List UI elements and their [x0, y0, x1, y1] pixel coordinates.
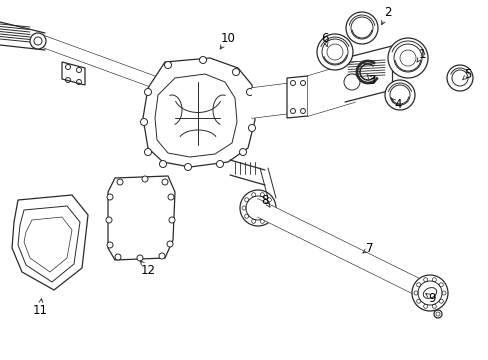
- Polygon shape: [286, 76, 307, 118]
- Circle shape: [248, 125, 255, 131]
- Text: 11: 11: [32, 303, 47, 316]
- Circle shape: [144, 89, 151, 95]
- Polygon shape: [24, 217, 72, 272]
- Polygon shape: [258, 199, 429, 302]
- Text: 1: 1: [417, 49, 425, 62]
- Circle shape: [30, 33, 46, 49]
- Polygon shape: [307, 62, 354, 116]
- Circle shape: [142, 176, 148, 182]
- Text: 5: 5: [464, 68, 471, 81]
- Circle shape: [167, 241, 173, 247]
- Circle shape: [232, 68, 239, 76]
- Circle shape: [239, 148, 246, 156]
- Circle shape: [199, 57, 206, 63]
- Text: 2: 2: [384, 5, 391, 18]
- Circle shape: [184, 163, 191, 171]
- Circle shape: [387, 38, 427, 78]
- Circle shape: [140, 118, 147, 126]
- Circle shape: [107, 194, 113, 200]
- Circle shape: [137, 255, 142, 261]
- Circle shape: [117, 179, 123, 185]
- Circle shape: [216, 161, 223, 167]
- Circle shape: [316, 34, 352, 70]
- Polygon shape: [142, 58, 254, 167]
- Polygon shape: [62, 62, 85, 85]
- Text: 3: 3: [367, 73, 375, 86]
- Circle shape: [107, 242, 113, 248]
- Circle shape: [162, 179, 168, 185]
- Polygon shape: [108, 176, 175, 260]
- Text: 4: 4: [393, 99, 401, 112]
- Polygon shape: [42, 35, 164, 92]
- Text: 10: 10: [220, 31, 235, 45]
- Circle shape: [169, 217, 175, 223]
- Text: 6: 6: [321, 31, 328, 45]
- Circle shape: [144, 148, 151, 156]
- Circle shape: [168, 194, 174, 200]
- Polygon shape: [18, 206, 80, 282]
- Text: 12: 12: [140, 264, 155, 276]
- Polygon shape: [251, 82, 299, 118]
- Circle shape: [346, 12, 377, 44]
- Text: 7: 7: [366, 242, 373, 255]
- Polygon shape: [12, 195, 88, 290]
- Circle shape: [411, 275, 447, 311]
- Text: 8: 8: [261, 194, 268, 207]
- Circle shape: [240, 190, 275, 226]
- Circle shape: [246, 89, 253, 95]
- Circle shape: [343, 74, 359, 90]
- Circle shape: [115, 254, 121, 260]
- Text: 9: 9: [427, 292, 435, 305]
- Polygon shape: [155, 74, 237, 157]
- Circle shape: [159, 253, 164, 259]
- Circle shape: [433, 310, 441, 318]
- Circle shape: [164, 62, 171, 68]
- Circle shape: [446, 65, 472, 91]
- Circle shape: [106, 217, 112, 223]
- Circle shape: [159, 161, 166, 167]
- Circle shape: [384, 80, 414, 110]
